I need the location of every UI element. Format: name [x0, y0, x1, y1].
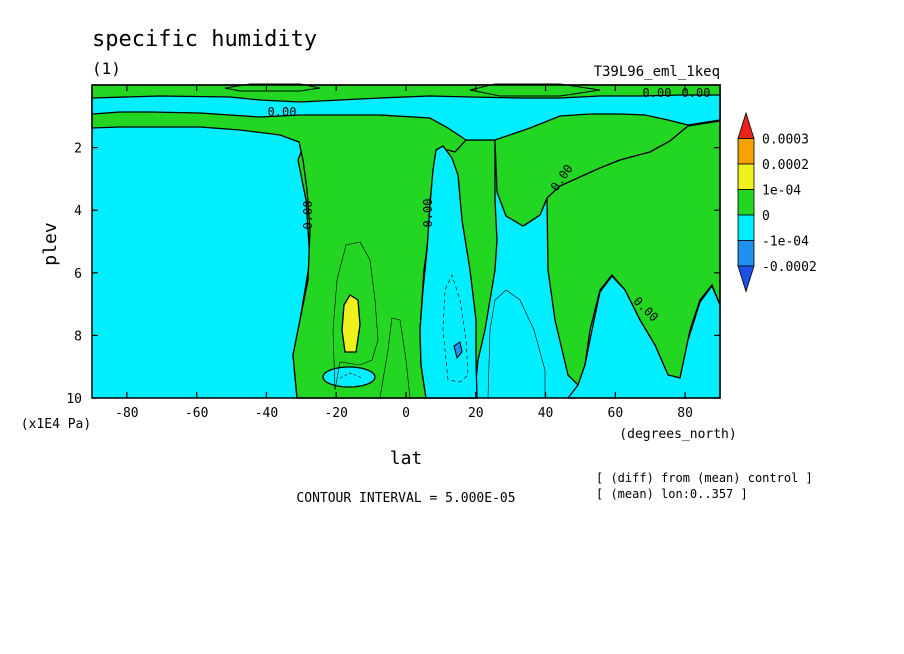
contour-label: 0.00 — [421, 199, 435, 228]
chart-title: specific humidity — [92, 27, 317, 52]
y-axis-label: plev — [40, 222, 61, 265]
colorbar-swatch — [737, 111, 755, 139]
colorbar-swatch — [737, 138, 755, 165]
positive-high-region — [341, 294, 361, 353]
negative-region-right-lower — [566, 274, 721, 399]
colorbar-label: 0 — [762, 209, 770, 224]
note-mean: [ (mean) lon:0..357 ] — [596, 487, 748, 501]
x-tick-label: 80 — [677, 406, 693, 421]
contour-label: 0.00 — [643, 86, 672, 100]
y-tick-label: 6 — [74, 267, 82, 282]
contour-line-dashed — [442, 274, 469, 383]
x-tick-label: 20 — [468, 406, 484, 421]
colorbar-label: 0.0002 — [762, 158, 809, 173]
x-tick-label: -60 — [185, 406, 208, 421]
colorbar-label: 0.0003 — [762, 133, 809, 148]
contour-line — [487, 289, 546, 399]
negative-top-strip — [91, 94, 721, 141]
contour-interval-text: CONTOUR INTERVAL = 5.000E-05 — [296, 491, 515, 506]
y-tick-label: 8 — [74, 329, 82, 344]
positive-top-lobe — [469, 83, 601, 97]
y-axis-unit: (x1E4 Pa) — [21, 417, 91, 432]
x-axis: -80 -60 -40 -20 0 20 40 60 80 — [115, 85, 693, 421]
contour-label: 0.00 — [268, 105, 297, 119]
colorbar: 0.0003 0.0002 1e-04 0 -1e-04 -0.0002 — [737, 111, 817, 293]
colorbar-swatch — [737, 163, 755, 190]
contour-label: 0.00 — [682, 86, 711, 100]
positive-region-main — [91, 84, 721, 399]
colorbar-label: -0.0002 — [762, 260, 817, 275]
negative-low-region — [453, 341, 463, 360]
chart-subtitle-left: (1) — [92, 59, 121, 78]
plot-area: 0.00 0.00 0.00 0.00 0.00 0.00 0.00 — [91, 83, 721, 399]
negative-oval — [322, 366, 376, 388]
colorbar-swatch — [737, 189, 755, 216]
x-tick-label: -80 — [115, 406, 138, 421]
y-tick-label: 4 — [74, 204, 82, 219]
x-tick-label: -40 — [255, 406, 278, 421]
note-diff: [ (diff) from (mean) control ] — [596, 471, 813, 485]
x-tick-label: 40 — [538, 406, 554, 421]
colorbar-label: 1e-04 — [762, 184, 801, 199]
contour-line — [332, 241, 379, 391]
x-axis-label: lat — [390, 448, 423, 469]
contour-line-dashed — [339, 372, 363, 379]
chart-subtitle-right: T39L96_eml_1keq — [594, 64, 720, 80]
y-axis: 2 4 6 8 10 — [66, 142, 720, 407]
contour-line — [379, 317, 411, 399]
y-tick-label: 2 — [74, 142, 82, 157]
x-tick-label: 60 — [608, 406, 624, 421]
colorbar-label: -1e-04 — [762, 235, 809, 250]
colorbar-swatch — [737, 265, 755, 293]
contour-label: 0.00 — [301, 201, 315, 230]
colorbar-swatch — [737, 240, 755, 267]
x-tick-label: 0 — [402, 406, 410, 421]
x-axis-unit: (degrees_north) — [619, 427, 736, 442]
colorbar-swatch — [737, 214, 755, 241]
x-tick-label: -20 — [324, 406, 347, 421]
y-tick-label: 10 — [66, 392, 82, 407]
